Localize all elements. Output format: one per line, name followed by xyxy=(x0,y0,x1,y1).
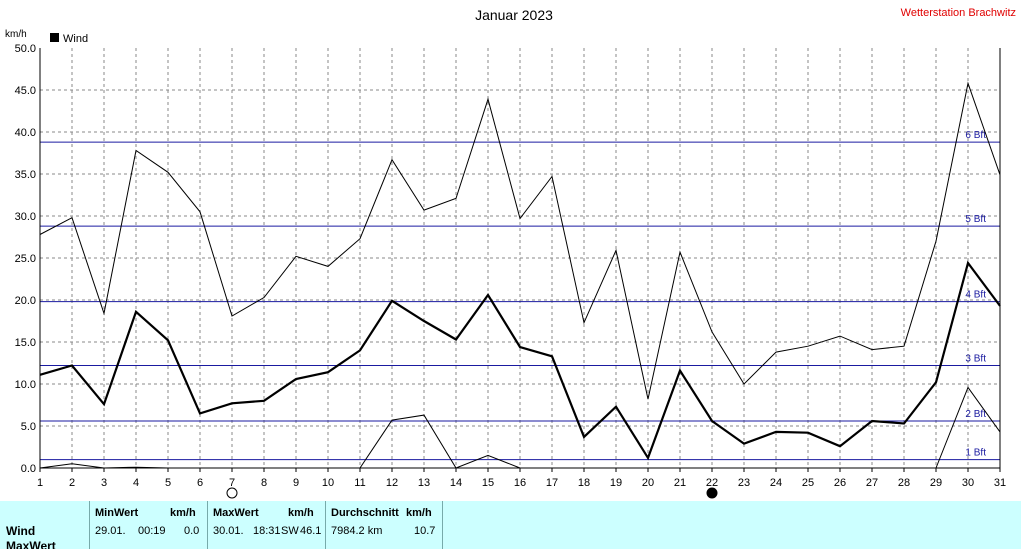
avg-distance: 7984.2 km xyxy=(331,525,383,537)
y-tick-labels: 0.0 5.0 10.0 15.0 20.0 25.0 30.0 35.0 40.0 45.0 50… xyxy=(15,43,36,475)
x-tick-label: 31 xyxy=(994,477,1006,489)
max-date: 30.01. xyxy=(213,525,244,537)
x-tick-label: 10 xyxy=(322,477,334,489)
x-tick-label: 11 xyxy=(354,477,365,489)
y-tick-label: 20.0 xyxy=(15,295,36,307)
stats-row-wind: Wind xyxy=(6,524,36,538)
x-tick-label: 17 xyxy=(546,477,558,489)
x-tick-label: 8 xyxy=(261,477,267,489)
x-tick-label: 21 xyxy=(674,477,686,489)
beaufort-label: 3 Bft xyxy=(965,354,986,365)
y-tick-label: 15.0 xyxy=(15,337,36,349)
wind-chart: Januar 2023 Wetterstation Brachwitz km/h… xyxy=(5,7,1016,499)
x-tick-label: 19 xyxy=(610,477,622,489)
legend-label: Wind xyxy=(63,33,88,45)
x-tick-label: 6 xyxy=(197,477,203,489)
axes xyxy=(39,48,1001,472)
x-tick-label: 1 xyxy=(37,477,43,489)
avg-header: Durchschnitt xyxy=(331,507,399,519)
y-tick-label: 30.0 xyxy=(15,211,36,223)
grid xyxy=(40,48,1000,468)
x-tick-label: 18 xyxy=(578,477,590,489)
min-value: 0.0 xyxy=(184,525,200,537)
beaufort-label: 4 Bft xyxy=(965,290,986,301)
max-unit: km/h xyxy=(288,507,314,519)
legend-swatch xyxy=(50,33,59,42)
x-tick-label: 29 xyxy=(930,477,942,489)
y-tick-label: 40.0 xyxy=(15,127,36,139)
x-tick-label: 22 xyxy=(706,477,718,489)
station-name: Wetterstation Brachwitz xyxy=(901,7,1016,19)
stats-col-avg: Durchschnitt km/h 7984.2 km 10.7 xyxy=(325,501,443,549)
series-line-thin xyxy=(359,414,521,469)
x-tick-label: 25 xyxy=(802,477,814,489)
x-tick-label: 5 xyxy=(165,477,171,489)
y-tick-label: 5.0 xyxy=(21,421,36,433)
x-tick-label: 2 xyxy=(69,477,75,489)
stats-col-max: MaxWert km/h 30.01. 18:31 SW 46.1 xyxy=(207,501,325,549)
y-tick-label: 50.0 xyxy=(15,43,36,55)
x-tick-label: 13 xyxy=(418,477,430,489)
avg-unit: km/h xyxy=(406,507,432,519)
beaufort-label: 2 Bft xyxy=(965,409,986,420)
max-time: 18:31 xyxy=(253,525,281,537)
y-tick-label: 35.0 xyxy=(15,169,36,181)
y-tick-label: 25.0 xyxy=(15,253,36,265)
x-tick-label: 7 xyxy=(229,477,235,489)
x-tick-label: 27 xyxy=(866,477,878,489)
x-tick-label: 30 xyxy=(962,477,974,489)
full-moon-icon xyxy=(226,487,238,499)
max-value: 46.1 xyxy=(300,525,322,537)
y-tick-label: 10.0 xyxy=(15,379,36,391)
series-line-wind xyxy=(39,260,1001,461)
chart-title: Januar 2023 xyxy=(475,7,553,23)
series-lines xyxy=(39,81,1001,469)
x-tick-label: 28 xyxy=(898,477,910,489)
x-tick-label: 15 xyxy=(482,477,494,489)
x-tick-label: 16 xyxy=(514,477,526,489)
x-tick-label: 20 xyxy=(642,477,654,489)
x-tick-label: 24 xyxy=(770,477,782,489)
beaufort-label: 1 Bft xyxy=(965,448,986,459)
y-axis-unit: km/h xyxy=(5,29,27,40)
x-tick-label: 23 xyxy=(738,477,750,489)
min-unit: km/h xyxy=(170,507,196,519)
min-header: MinWert xyxy=(95,507,139,519)
x-tick-label: 26 xyxy=(834,477,846,489)
max-direction: SW xyxy=(281,525,299,537)
x-tick-labels: 1 2 3 4 5 6 7 8 9 10 11 12 13 14 15 16 17 18 19 20 21 22 23 24 2… xyxy=(37,477,1006,489)
stats-row-max: MaxWert xyxy=(6,539,56,549)
stats-panel: Wind MaxWert MinWert km/h 29.01. 00:19 0… xyxy=(0,501,1021,549)
avg-value: 10.7 xyxy=(414,525,436,537)
beaufort-label: 6 Bft xyxy=(965,130,986,141)
x-tick-label: 12 xyxy=(386,477,398,489)
new-moon-icon xyxy=(706,487,718,499)
stats-col-min: MinWert km/h 29.01. 00:19 0.0 xyxy=(89,501,207,549)
y-tick-label: 0.0 xyxy=(21,463,36,475)
beaufort-label: 5 Bft xyxy=(965,214,986,225)
min-time: 00:19 xyxy=(138,525,166,537)
series-line-thin xyxy=(935,386,1001,469)
x-tick-label: 9 xyxy=(293,477,299,489)
min-date: 29.01. xyxy=(95,525,126,537)
x-tick-label: 14 xyxy=(450,477,462,489)
y-tick-label: 45.0 xyxy=(15,85,36,97)
series-line-thin xyxy=(39,81,1001,400)
x-tick-label: 3 xyxy=(101,477,107,489)
beaufort-lines: 1 Bft 2 Bft 3 Bft 4 Bft 5 Bft 6 Bft xyxy=(40,130,1000,461)
max-header: MaxWert xyxy=(213,507,259,519)
x-tick-label: 4 xyxy=(133,477,139,489)
moon-phases xyxy=(226,487,718,499)
